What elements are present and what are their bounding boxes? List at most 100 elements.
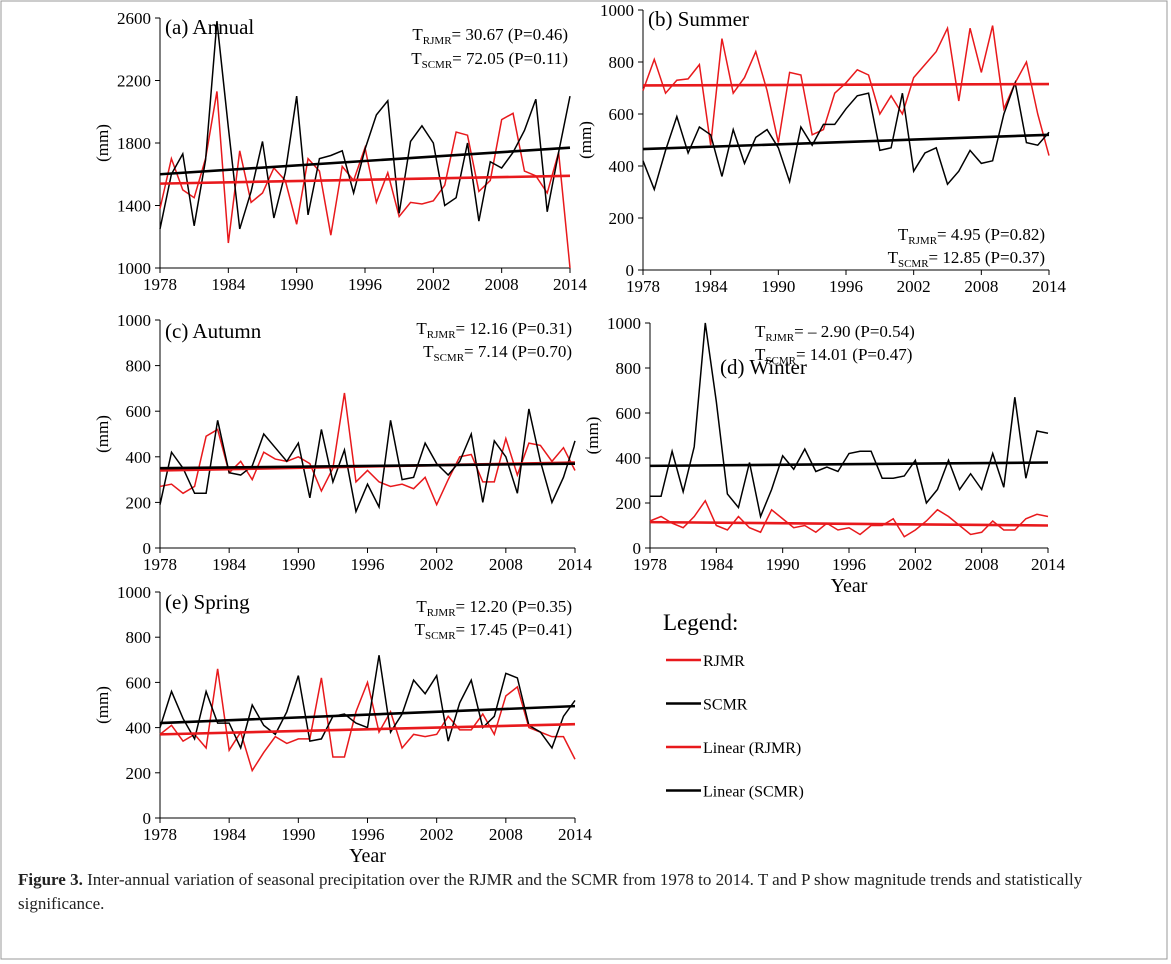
y-tick-label: 400 (616, 449, 642, 468)
x-tick-label: 2008 (965, 555, 999, 574)
data-line (642, 25, 1050, 156)
data-line (159, 392, 576, 507)
stat-text: = 17.45 (P=0.41) (456, 620, 572, 639)
trend-stat: TRJMR= 30.67 (P=0.46) (412, 25, 568, 47)
trend-stat: TRJMR= – 2.90 (P=0.54) (755, 322, 915, 344)
y-tick-label: 800 (609, 53, 635, 72)
y-tick-label: 1000 (117, 311, 151, 330)
stat-symbol: T (888, 248, 899, 267)
stat-subscript: RJMR (427, 607, 456, 619)
x-tick-label: 2002 (898, 555, 932, 574)
stat-text: = 4.95 (P=0.82) (937, 225, 1045, 244)
stat-symbol: T (416, 597, 427, 616)
x-tick-label: 2002 (420, 825, 454, 844)
y-tick-label: 0 (143, 809, 152, 828)
x-tick-label: 2008 (485, 275, 519, 294)
stat-symbol: T (411, 49, 422, 68)
y-tick-label: 600 (126, 402, 152, 421)
panel-title: (a) Annual (165, 15, 254, 39)
x-tick-label: 1984 (694, 277, 729, 296)
y-tick-label: 1000 (117, 259, 151, 278)
y-tick-label: 0 (633, 539, 642, 558)
y-tick-label: 1000 (600, 1, 634, 20)
y-tick-label: 1800 (117, 134, 151, 153)
trend-line (159, 146, 571, 176)
y-tick-label: 600 (126, 673, 152, 692)
x-tick-label: 1978 (143, 275, 177, 294)
trend-stat: TSCMR= 7.14 (P=0.70) (423, 342, 572, 364)
y-tick-label: 400 (126, 719, 152, 738)
y-tick-label: 600 (609, 105, 635, 124)
stat-text: = – 2.90 (P=0.54) (794, 322, 915, 341)
stat-text: = 12.85 (P=0.37) (929, 248, 1045, 267)
legend-title: Legend: (663, 610, 738, 635)
stat-symbol: T (423, 342, 434, 361)
panel-title: (b) Summer (648, 7, 749, 31)
x-tick-label: 2014 (1031, 555, 1066, 574)
stat-symbol: T (755, 322, 766, 341)
x-tick-label: 2014 (558, 555, 593, 574)
stat-text: = 30.67 (P=0.46) (452, 25, 568, 44)
x-tick-label: 1996 (829, 277, 863, 296)
legend-label: SCMR (703, 697, 748, 714)
x-tick-label: 1990 (280, 275, 314, 294)
stat-subscript: SCMR (422, 59, 453, 71)
x-tick-label: 2002 (420, 555, 454, 574)
y-tick-label: 2200 (117, 72, 151, 91)
x-tick-label: 2014 (553, 275, 588, 294)
x-tick-label: 1990 (281, 555, 315, 574)
data-line (649, 499, 1049, 538)
stat-symbol: T (416, 319, 427, 338)
x-axis-label: Year (831, 575, 868, 597)
x-tick-label: 1996 (351, 555, 385, 574)
x-tick-label: 1984 (212, 825, 247, 844)
y-tick-label: 1000 (117, 583, 151, 602)
y-axis-label: (mm) (93, 124, 112, 162)
x-tick-label: 1978 (626, 277, 660, 296)
trend-stat: TSCMR= 12.85 (P=0.37) (888, 248, 1045, 270)
y-tick-label: 800 (616, 359, 642, 378)
y-tick-label: 200 (616, 494, 642, 513)
stat-subscript: RJMR (765, 332, 794, 344)
trend-stat: TSCMR= 72.05 (P=0.11) (411, 49, 568, 71)
x-tick-label: 2008 (964, 277, 998, 296)
y-tick-label: 1000 (607, 314, 641, 333)
x-tick-label: 2014 (1032, 277, 1067, 296)
x-tick-label: 1996 (832, 555, 866, 574)
x-tick-label: 2014 (558, 825, 593, 844)
stat-subscript: RJMR (427, 329, 456, 341)
trend-stat: TSCMR= 17.45 (P=0.41) (415, 620, 572, 642)
data-line (159, 21, 571, 230)
y-axis-label: (mm) (93, 415, 112, 453)
x-tick-label: 1996 (348, 275, 382, 294)
stat-symbol: T (755, 345, 766, 364)
y-axis-label: (mm) (93, 686, 112, 724)
x-tick-label: 2008 (489, 825, 523, 844)
x-tick-label: 1984 (212, 555, 247, 574)
y-tick-label: 0 (143, 539, 152, 558)
stat-subscript: RJMR (908, 235, 937, 247)
trend-line (642, 133, 1050, 151)
data-line (159, 408, 576, 515)
trend-stat: TRJMR= 12.16 (P=0.31) (416, 319, 572, 341)
x-tick-label: 2002 (897, 277, 931, 296)
caption: Figure 3. Inter-annual variation of seas… (18, 868, 1138, 916)
y-axis-label: (mm) (576, 121, 595, 159)
x-tick-label: 2008 (489, 555, 523, 574)
caption-text: Inter-annual variation of seasonal preci… (18, 870, 1083, 913)
stat-text: = 14.01 (P=0.47) (796, 345, 912, 364)
data-line (642, 79, 1050, 192)
stat-symbol: T (415, 620, 426, 639)
legend-label: Linear (RJMR) (703, 740, 801, 757)
x-tick-label: 1996 (351, 825, 385, 844)
trend-stat: TRJMR= 12.20 (P=0.35) (416, 597, 572, 619)
trend-stat: TSCMR= 14.01 (P=0.47) (755, 345, 912, 367)
x-axis-label: Year (349, 845, 386, 867)
y-tick-label: 800 (126, 357, 152, 376)
y-tick-label: 400 (126, 448, 152, 467)
x-tick-label: 2002 (416, 275, 450, 294)
trend-line (159, 722, 576, 736)
x-tick-label: 1990 (766, 555, 800, 574)
